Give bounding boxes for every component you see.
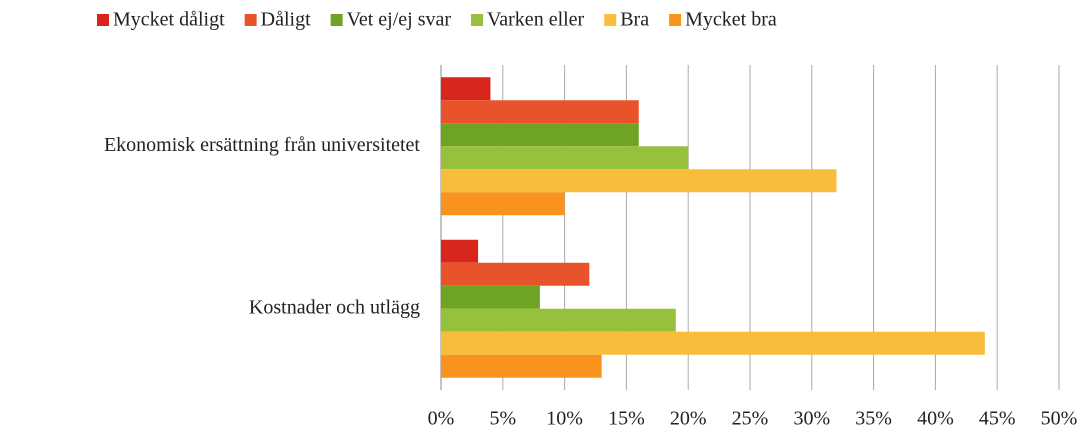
legend-label: Vet ej/ej svar [347,9,452,31]
x-tick-label: 35% [855,408,892,430]
legend-swatch [669,14,682,26]
x-tick-label: 10% [546,408,583,430]
bar [441,331,985,355]
bar [441,285,540,309]
x-tick-label: 30% [793,408,830,430]
bar [441,169,837,193]
legend-swatch [330,14,343,26]
bar [441,146,689,170]
legend-swatch [604,14,617,26]
legend-swatch [244,14,257,26]
legend-label: Mycket dåligt [113,9,225,31]
bar [441,308,676,332]
x-tick-label: 15% [608,408,645,430]
x-tick-label: 45% [979,408,1016,430]
bar [441,354,602,378]
legend-label: Mycket bra [685,9,777,31]
x-tick-label: 20% [670,408,707,430]
x-tick-label: 0% [428,408,455,430]
y-tick-label: Kostnader och utlägg [249,296,420,318]
legend-label: Dåligt [261,9,311,31]
bar [441,123,639,147]
bar [441,100,639,124]
bar [441,77,491,101]
x-tick-label: 5% [489,408,516,430]
bar [441,239,479,263]
y-tick-label: Ekonomisk ersättning från universitetet [104,134,420,156]
bar [441,192,565,216]
legend-label: Bra [620,9,649,31]
bar [441,262,590,286]
legend-swatch [471,14,484,26]
x-tick-label: 40% [917,408,954,430]
x-tick-label: 25% [732,408,769,430]
x-tick-label: 50% [1041,408,1078,430]
legend-label: Varken eller [487,9,585,31]
legend-swatch [97,14,109,26]
